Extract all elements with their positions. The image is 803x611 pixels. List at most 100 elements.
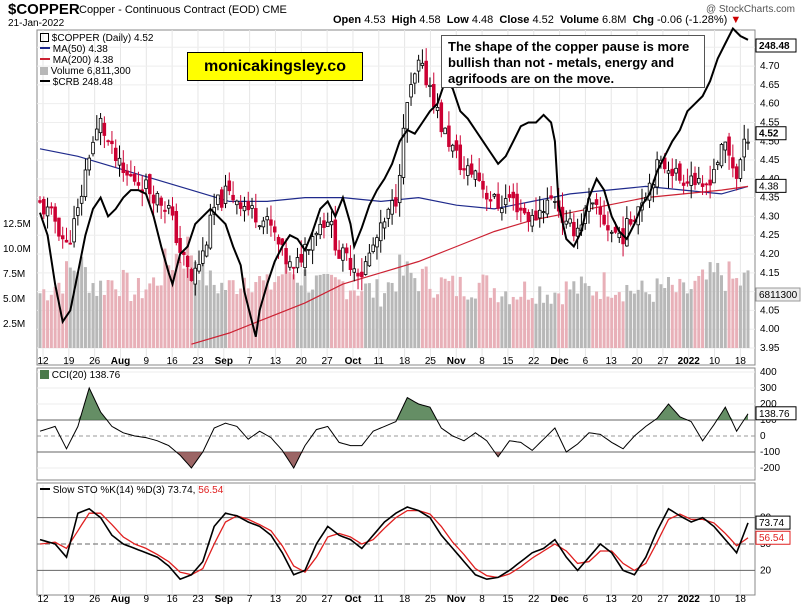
- volume-bar: [118, 296, 122, 348]
- volume-bar: [746, 270, 750, 348]
- volume-bar: [148, 283, 152, 348]
- volume-bar: [265, 274, 269, 348]
- volume-bar: [629, 290, 633, 348]
- volume-bar: [299, 285, 303, 348]
- x-tick-label: 16: [167, 356, 179, 367]
- sto-legend-icon: [40, 488, 50, 490]
- x-tick-label: Aug: [111, 594, 130, 605]
- candle-body: [598, 206, 603, 215]
- candle-body: [95, 128, 99, 141]
- volume-bar: [254, 282, 258, 348]
- volume-bar: [356, 295, 360, 348]
- candle-body: [670, 168, 675, 177]
- volume-bar: [591, 295, 595, 348]
- legend-ma50: MA(50) 4.38: [40, 44, 153, 55]
- candle-body: [553, 200, 557, 203]
- x-tick-label: 25: [425, 356, 437, 367]
- candle-body: [609, 231, 614, 234]
- candle-body: [681, 182, 686, 186]
- candle-body: [98, 117, 103, 134]
- candle-body: [307, 248, 311, 251]
- candle-body: [378, 222, 383, 242]
- candle-body: [136, 182, 141, 186]
- volume-bar: [227, 280, 231, 348]
- x-tick-label: 12: [37, 356, 49, 367]
- candle-body: [299, 253, 303, 263]
- ma-value-tag-box: [755, 178, 787, 193]
- candle-body: [575, 227, 580, 237]
- candle-body: [318, 223, 322, 236]
- candle-body: [375, 237, 379, 248]
- chart-description: Copper - Continuous Contract (EOD) CME: [79, 4, 287, 16]
- cci-tick-label: 100: [760, 415, 777, 426]
- volume-bar: [454, 296, 458, 348]
- price-tick-label: 4.05: [760, 305, 780, 316]
- x-tick-label: 8: [479, 356, 485, 367]
- volume-value: 6.8M: [601, 14, 627, 26]
- volume-tick-label: 12.5M: [3, 219, 31, 230]
- candle-body: [568, 218, 572, 224]
- volume-bar: [322, 273, 326, 348]
- volume-bar: [398, 254, 402, 348]
- volume-bar: [224, 289, 228, 348]
- cci-legend-text: CCI(20) 138.76: [51, 370, 121, 381]
- volume-bar: [504, 291, 508, 348]
- sto-legend-prefix: Slow STO %K(14) %D(3): [52, 485, 165, 496]
- ma50-legend-icon: [40, 47, 50, 49]
- volume-bar: [678, 278, 682, 348]
- candle-body: [265, 216, 269, 221]
- volume-bar: [394, 291, 398, 348]
- close-value-tag-box: [755, 126, 787, 141]
- crb-value-tag-box: [755, 38, 797, 53]
- candle-body: [174, 211, 179, 244]
- x-tick-label: 15: [502, 594, 514, 605]
- legend-ma200: MA(200) 4.38: [40, 55, 153, 66]
- candle-body: [488, 199, 493, 202]
- candle-body: [310, 236, 315, 251]
- x-tick-label: 6: [583, 356, 589, 367]
- volume-bar: [731, 278, 735, 348]
- description-text: Copper - Continuous Contract (EOD): [79, 4, 260, 16]
- candle-body: [394, 197, 398, 207]
- candle-body: [734, 166, 739, 179]
- candle-body: [193, 267, 197, 285]
- volume-tick-label: 7.5M: [3, 269, 25, 280]
- volume-bar: [341, 281, 345, 348]
- price-tick-label: 4.55: [760, 117, 780, 128]
- candlesticks: [38, 48, 750, 296]
- low-value: 4.48: [471, 14, 494, 26]
- open-value: 4.53: [364, 14, 386, 26]
- volume-bar: [212, 284, 216, 348]
- price-tick-label: 4.65: [760, 80, 780, 91]
- volume-bar: [432, 297, 436, 348]
- volume-bar: [375, 279, 379, 348]
- volume-bar: [719, 275, 724, 348]
- volume-bar: [701, 269, 705, 348]
- candle-body: [485, 192, 489, 200]
- candle-body: [746, 141, 750, 144]
- legend-volume: Volume 6,811,300: [40, 66, 153, 77]
- candle-body: [435, 107, 440, 111]
- legend-ma200-text: MA(200) 4.38: [52, 55, 114, 66]
- volume-bar: [663, 288, 667, 348]
- open-label: Open: [333, 14, 362, 26]
- volume-tick-label: 2.5M: [3, 319, 25, 330]
- candle-body: [144, 179, 148, 189]
- volume-bar: [246, 288, 250, 348]
- legend-main: $COPPER (Daily) 4.52: [40, 33, 153, 44]
- volume-bar: [99, 280, 103, 348]
- sto-d-line: [39, 509, 749, 579]
- volume-bar: [617, 292, 621, 348]
- volume-bar: [216, 293, 220, 348]
- price-tick-label: 4.50: [760, 136, 780, 147]
- volume-bar: [197, 280, 201, 348]
- candle-body: [538, 209, 542, 219]
- volume-bar: [507, 304, 511, 348]
- candle-body: [329, 220, 334, 226]
- volume-bar: [95, 295, 99, 348]
- volume-bar: [473, 298, 477, 348]
- low-label: Low: [446, 14, 469, 26]
- candle-body: [219, 189, 224, 208]
- x-tick-label: 10: [709, 356, 721, 367]
- candle-legend-icon: [40, 33, 49, 42]
